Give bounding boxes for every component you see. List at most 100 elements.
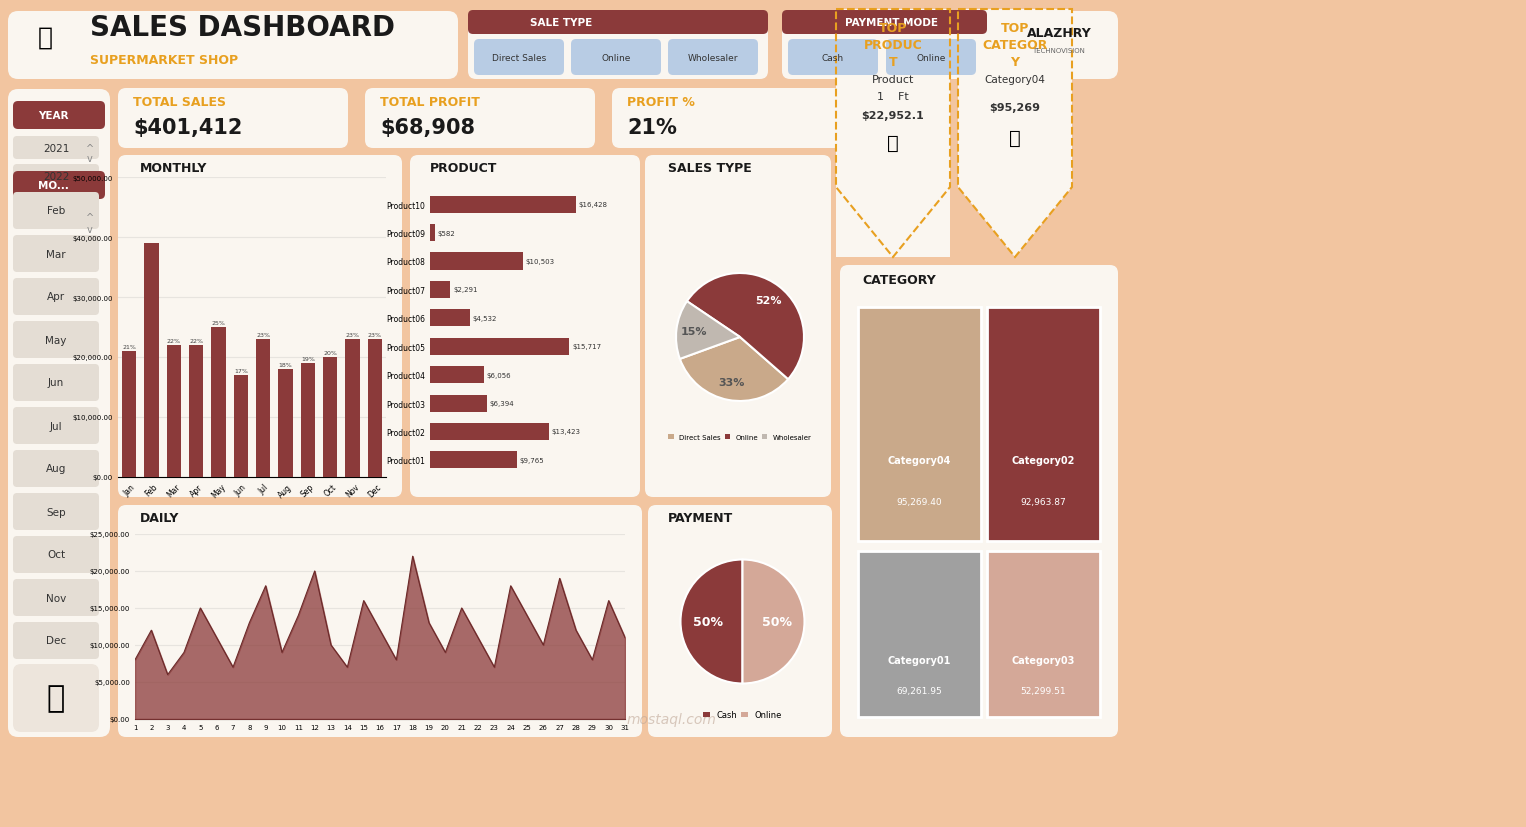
Bar	[301, 364, 314, 477]
FancyBboxPatch shape	[14, 102, 105, 130]
Text: Category04: Category04	[888, 456, 951, 466]
Text: Category04: Category04	[984, 75, 1045, 85]
FancyBboxPatch shape	[781, 12, 987, 80]
Text: Category03: Category03	[1012, 656, 1076, 666]
Text: TOP: TOP	[1001, 22, 1029, 35]
Bar	[211, 327, 226, 477]
Text: 23%: 23%	[256, 332, 270, 337]
FancyBboxPatch shape	[836, 13, 951, 258]
Text: PROFIT %: PROFIT %	[627, 95, 694, 108]
FancyBboxPatch shape	[839, 265, 1119, 737]
Text: 19%: 19%	[301, 356, 314, 361]
Bar	[858, 551, 981, 717]
Text: $13,423: $13,423	[551, 429, 580, 435]
Text: ^: ^	[85, 144, 95, 154]
Text: ALAZHRY: ALAZHRY	[1027, 26, 1091, 40]
Text: PRODUCT: PRODUCT	[430, 161, 497, 174]
Text: 95,269.40: 95,269.40	[897, 498, 942, 507]
FancyBboxPatch shape	[118, 88, 348, 149]
Text: Jul: Jul	[50, 421, 63, 431]
Bar	[145, 244, 159, 477]
Text: v: v	[87, 154, 93, 164]
Text: $16,428: $16,428	[578, 202, 607, 208]
Text: 18%: 18%	[279, 363, 293, 368]
Text: 23%: 23%	[345, 332, 360, 337]
Text: DAILY: DAILY	[140, 511, 180, 523]
Text: MONTHLY: MONTHLY	[140, 161, 208, 174]
Text: SUPERMARKET SHOP: SUPERMARKET SHOP	[90, 55, 238, 68]
Text: mostaql.com: mostaql.com	[627, 712, 716, 726]
Text: SALES TYPE: SALES TYPE	[668, 161, 752, 174]
FancyBboxPatch shape	[14, 451, 99, 487]
Text: Jun: Jun	[47, 378, 64, 388]
FancyBboxPatch shape	[14, 664, 99, 732]
Text: 🥇: 🥇	[1009, 128, 1021, 147]
Text: 25%: 25%	[212, 321, 226, 326]
Text: Feb: Feb	[47, 206, 66, 216]
Text: PAYMENT MODE: PAYMENT MODE	[845, 18, 938, 28]
Text: $22,952.1: $22,952.1	[862, 111, 925, 121]
Text: $582: $582	[438, 230, 456, 237]
FancyBboxPatch shape	[14, 136, 99, 160]
Text: PAYMENT: PAYMENT	[668, 511, 734, 523]
Text: 📊: 📊	[38, 26, 52, 50]
FancyBboxPatch shape	[14, 537, 99, 573]
FancyBboxPatch shape	[612, 88, 842, 149]
Bar	[430, 338, 569, 356]
Text: Cash: Cash	[823, 54, 844, 62]
Wedge shape	[743, 560, 804, 684]
Text: $6,394: $6,394	[490, 400, 514, 407]
Bar	[430, 225, 435, 241]
Legend: Direct Sales, Online, Wholesaler: Direct Sales, Online, Wholesaler	[665, 431, 815, 442]
Text: Aug: Aug	[46, 464, 66, 474]
FancyBboxPatch shape	[1000, 12, 1119, 80]
FancyBboxPatch shape	[475, 40, 565, 76]
Text: $15,717: $15,717	[572, 344, 601, 350]
Bar	[858, 308, 981, 541]
Bar	[189, 346, 203, 477]
Text: Wholesaler: Wholesaler	[688, 54, 739, 62]
Bar	[122, 351, 136, 477]
FancyBboxPatch shape	[118, 505, 642, 737]
Wedge shape	[681, 560, 743, 684]
Bar	[987, 551, 1100, 717]
Bar	[324, 357, 337, 477]
Text: $68,908: $68,908	[380, 118, 475, 138]
Text: $401,412: $401,412	[133, 118, 243, 138]
Text: T: T	[888, 55, 897, 69]
Text: 21%: 21%	[122, 345, 136, 350]
Text: $4,532: $4,532	[473, 315, 497, 322]
Text: 22%: 22%	[189, 339, 203, 344]
Text: 2021: 2021	[43, 143, 69, 153]
Text: Mar: Mar	[46, 249, 66, 259]
Text: 🛒: 🛒	[47, 684, 66, 713]
Text: MO...: MO...	[38, 181, 69, 191]
FancyBboxPatch shape	[118, 155, 401, 497]
Text: 33%: 33%	[719, 378, 745, 388]
Text: 69,261.95: 69,261.95	[897, 686, 943, 695]
Bar	[430, 366, 484, 384]
Text: TECHNOVISION: TECHNOVISION	[1033, 48, 1085, 54]
Text: Online: Online	[916, 54, 946, 62]
Text: $95,269: $95,269	[989, 103, 1041, 112]
Text: $6,056: $6,056	[487, 372, 511, 378]
Bar	[368, 340, 382, 477]
FancyBboxPatch shape	[649, 505, 832, 737]
Text: 20%: 20%	[324, 351, 337, 356]
Text: v: v	[87, 225, 93, 235]
Text: 23%: 23%	[368, 332, 382, 337]
Text: 50%: 50%	[693, 615, 723, 629]
Text: Y: Y	[1010, 55, 1019, 69]
FancyBboxPatch shape	[14, 579, 99, 616]
Text: Product: Product	[871, 75, 914, 85]
Bar	[430, 196, 575, 213]
Text: Nov: Nov	[46, 593, 66, 603]
Text: TOTAL PROFIT: TOTAL PROFIT	[380, 95, 479, 108]
Bar	[987, 308, 1100, 541]
FancyBboxPatch shape	[410, 155, 639, 497]
Text: YEAR: YEAR	[38, 111, 69, 121]
Bar	[345, 340, 360, 477]
FancyBboxPatch shape	[14, 322, 99, 359]
Text: Direct Sales: Direct Sales	[491, 54, 546, 62]
FancyBboxPatch shape	[468, 12, 768, 80]
